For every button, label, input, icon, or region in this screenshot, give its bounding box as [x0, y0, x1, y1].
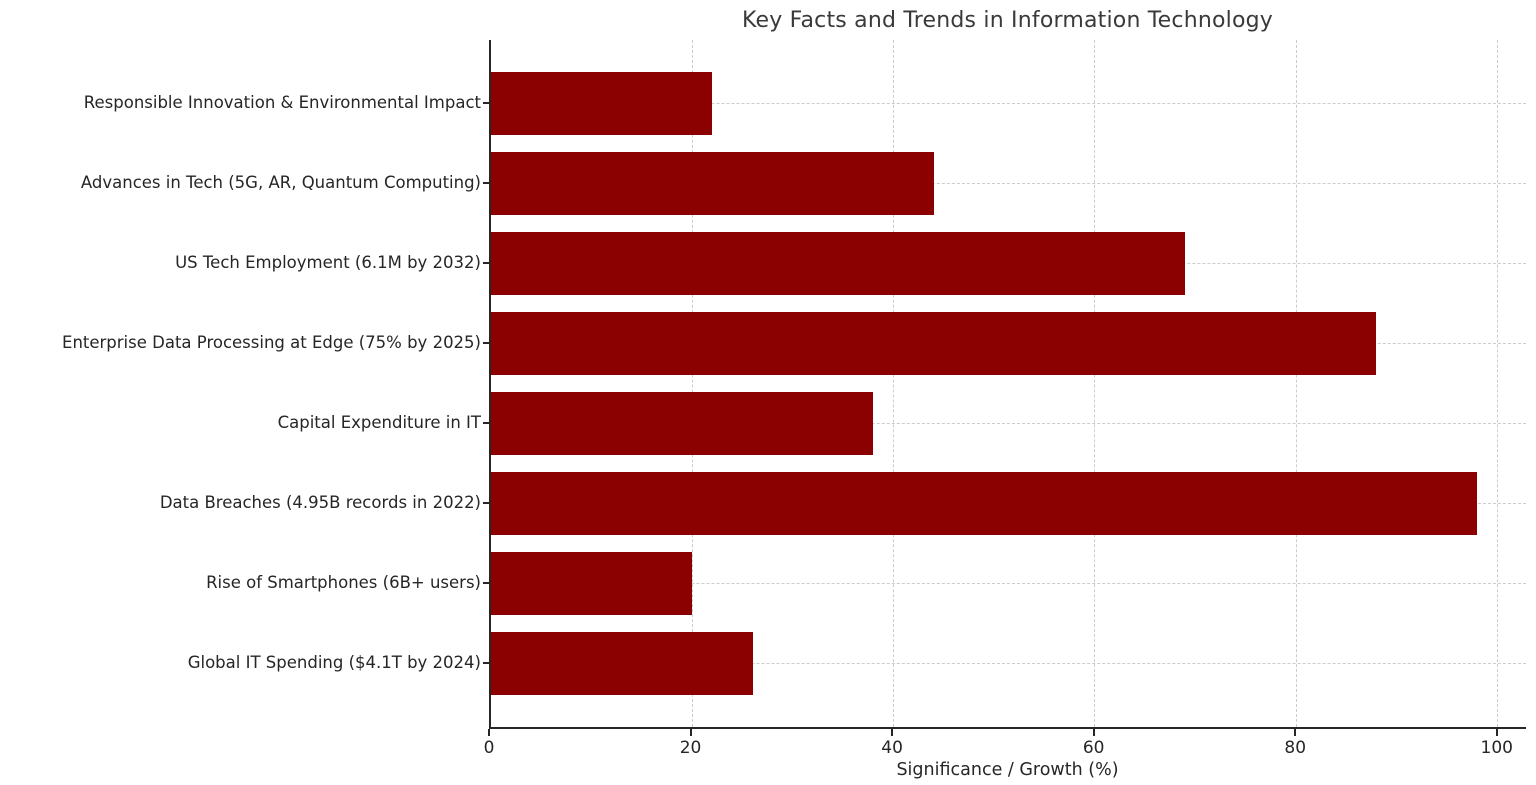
y-tick-label: Advances in Tech (5G, AR, Quantum Comput…: [80, 173, 481, 192]
horizontal-gridline: [491, 583, 1526, 584]
y-tick-label: Capital Expenditure in IT: [277, 413, 481, 432]
x-tick-label: 80: [1284, 738, 1307, 758]
x-axis-label: Significance / Growth (%): [896, 760, 1119, 780]
x-tick-mark: [891, 729, 894, 736]
y-tick-mark: [483, 662, 489, 664]
x-tick-label: 20: [679, 738, 702, 758]
y-tick-mark: [483, 422, 489, 424]
y-tick-label: Rise of Smartphones (6B+ users): [206, 573, 481, 592]
bar-7: [491, 551, 693, 615]
y-tick-mark: [483, 102, 489, 104]
bar-2: [491, 151, 934, 215]
horizontal-gridline: [491, 183, 1526, 184]
y-tick-mark: [483, 342, 489, 344]
plot-area: [489, 40, 1526, 729]
y-tick-label: US Tech Employment (6.1M by 2032): [175, 253, 481, 272]
x-tick-mark: [1495, 729, 1498, 736]
vertical-gridline: [1295, 40, 1297, 727]
chart-title: Key Facts and Trends in Information Tech…: [741, 8, 1274, 33]
bar-8: [491, 631, 753, 695]
horizontal-gridline: [491, 103, 1526, 104]
bar-5: [491, 391, 874, 455]
x-tick-mark: [488, 729, 490, 736]
y-tick-label: Data Breaches (4.95B records in 2022): [159, 493, 481, 512]
y-tick-mark: [483, 582, 489, 584]
vertical-gridline: [893, 40, 895, 727]
y-tick-label: Global IT Spending ($4.1T by 2024): [187, 653, 481, 672]
y-tick-mark: [483, 182, 489, 184]
bar-1: [491, 71, 713, 135]
x-tick-mark: [689, 729, 692, 736]
x-tick-mark: [1294, 729, 1297, 736]
x-tick-mark: [1092, 729, 1095, 736]
vertical-gridline: [1496, 40, 1498, 727]
bar-4: [491, 311, 1377, 375]
bar-3: [491, 231, 1186, 295]
vertical-gridline: [692, 40, 694, 727]
x-tick-label: 60: [1082, 738, 1105, 758]
x-tick-label: 100: [1480, 738, 1513, 758]
x-tick-label: 40: [881, 738, 903, 758]
y-tick-label: Responsible Innovation & Environmental I…: [83, 93, 481, 112]
horizontal-gridline: [491, 663, 1526, 664]
y-tick-label: Enterprise Data Processing at Edge (75% …: [62, 333, 481, 352]
x-tick-label: 0: [483, 738, 495, 758]
horizontal-gridline: [491, 423, 1526, 424]
y-tick-mark: [483, 502, 489, 504]
vertical-gridline: [1094, 40, 1096, 727]
y-tick-mark: [483, 262, 489, 264]
bar-6: [491, 471, 1477, 535]
